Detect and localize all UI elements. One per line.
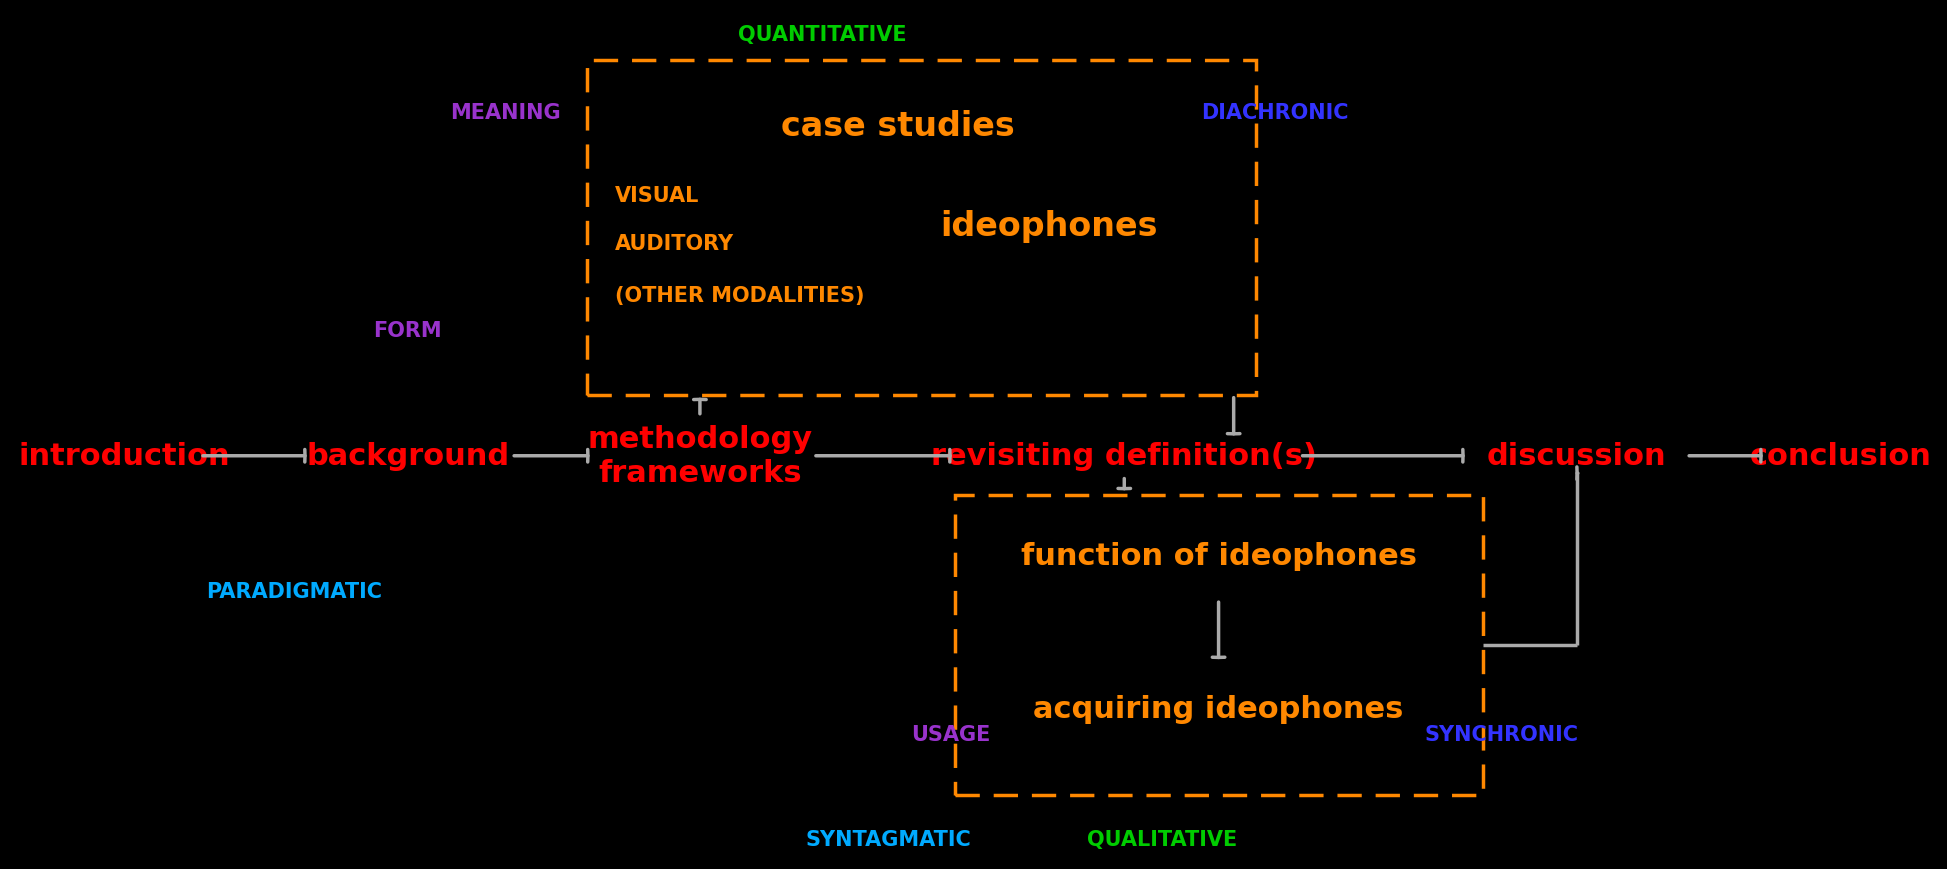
Text: SYNCHRONIC: SYNCHRONIC (1425, 725, 1579, 744)
Text: SYNTAGMATIC: SYNTAGMATIC (806, 829, 972, 848)
Text: case studies: case studies (781, 109, 1014, 143)
Bar (954, 495, 1482, 795)
Text: QUALITATIVE: QUALITATIVE (1086, 829, 1236, 848)
Text: VISUAL: VISUAL (615, 186, 699, 205)
Text: MEANING: MEANING (450, 103, 561, 123)
Text: AUDITORY: AUDITORY (615, 234, 734, 253)
Text: PARADIGMATIC: PARADIGMATIC (206, 581, 382, 600)
Text: methodology
frameworks: methodology frameworks (588, 425, 812, 488)
Text: QUANTITATIVE: QUANTITATIVE (738, 25, 907, 44)
Text: conclusion: conclusion (1750, 441, 1931, 471)
Bar (586, 61, 1256, 395)
Text: function of ideophones: function of ideophones (1020, 541, 1417, 571)
Text: introduction: introduction (19, 441, 230, 471)
Text: discussion: discussion (1488, 441, 1667, 471)
Text: background: background (306, 441, 508, 471)
Text: FORM: FORM (374, 321, 442, 340)
Text: ideophones: ideophones (940, 209, 1158, 242)
Text: DIACHRONIC: DIACHRONIC (1201, 103, 1349, 123)
Text: (OTHER MODALITIES): (OTHER MODALITIES) (615, 286, 864, 305)
Text: acquiring ideophones: acquiring ideophones (1034, 693, 1404, 723)
Text: USAGE: USAGE (911, 725, 991, 744)
Text: revisiting definition(s): revisiting definition(s) (931, 441, 1318, 471)
